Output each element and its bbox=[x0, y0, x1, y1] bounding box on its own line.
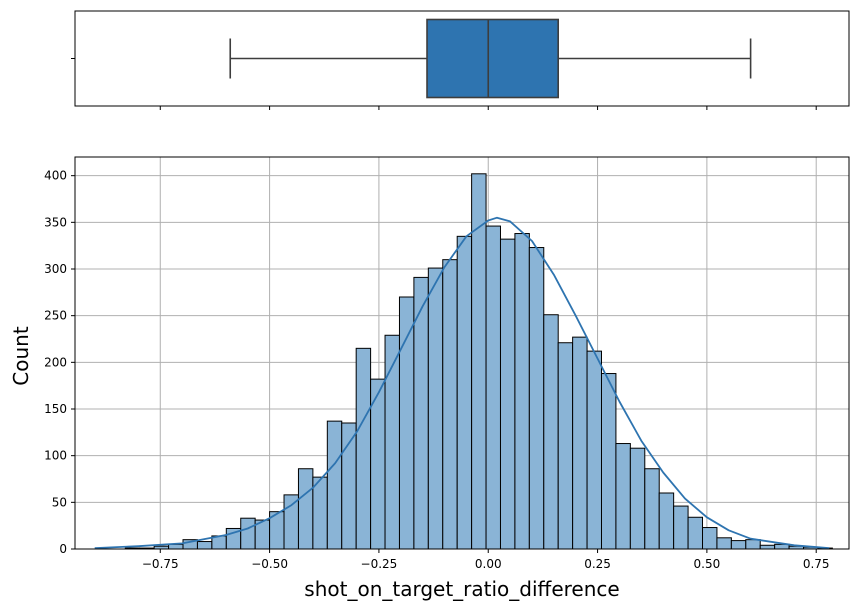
x-tick-label: 0.50 bbox=[694, 557, 721, 571]
histogram-frame bbox=[74, 156, 850, 550]
histogram-bar bbox=[283, 494, 299, 550]
histogram-bar bbox=[514, 233, 530, 550]
y-tick-label: 50 bbox=[52, 495, 67, 509]
y-tick-label: 0 bbox=[59, 542, 67, 556]
histogram-bar bbox=[528, 247, 545, 550]
histogram-bar bbox=[615, 443, 631, 550]
histogram-bar bbox=[629, 447, 646, 550]
histogram-bar bbox=[716, 537, 732, 550]
y-tick-label: 200 bbox=[44, 355, 67, 369]
x-tick-label: 0.00 bbox=[475, 557, 502, 571]
kde-line bbox=[94, 216, 830, 549]
histogram-panel: −0.75 −0.50 −0.25 0.00 0.25 0.50 0.75 0 50 100 150… bbox=[44, 156, 850, 571]
histogram-bar bbox=[240, 517, 256, 550]
histogram-bar bbox=[297, 468, 314, 550]
x-axis-title: shot_on_target_ratio_difference bbox=[304, 577, 619, 601]
x-tick-label: −0.75 bbox=[142, 557, 179, 571]
histogram-bar bbox=[355, 347, 372, 550]
y-tick-label: 150 bbox=[44, 402, 67, 416]
y-tick-label: 400 bbox=[44, 169, 67, 183]
y-tick-label: 350 bbox=[44, 215, 67, 229]
histogram-bar bbox=[456, 235, 473, 550]
histogram-bar bbox=[442, 259, 458, 550]
histogram-bar bbox=[398, 296, 415, 550]
histogram-bar bbox=[196, 541, 213, 550]
histogram-bar bbox=[730, 540, 747, 550]
histogram-bar bbox=[557, 342, 574, 550]
histogram-bar bbox=[600, 373, 617, 550]
y-axis-title: Count bbox=[9, 326, 33, 386]
boxplot-box bbox=[426, 18, 560, 99]
histogram-bar bbox=[658, 492, 675, 550]
histogram-bar bbox=[168, 543, 184, 550]
histogram-bar bbox=[644, 468, 660, 550]
histogram-bar bbox=[586, 350, 602, 550]
x-tick-label: −0.50 bbox=[251, 557, 288, 571]
x-tick-label: −0.25 bbox=[361, 557, 398, 571]
x-tick-label: 0.25 bbox=[584, 557, 611, 571]
histogram-bar bbox=[673, 505, 689, 550]
histogram-bar bbox=[312, 476, 328, 550]
x-tick-label: 0.75 bbox=[803, 557, 830, 571]
histogram-bar bbox=[687, 516, 704, 550]
histogram-bar bbox=[326, 420, 343, 550]
histogram-bar bbox=[485, 225, 501, 550]
histogram-bar bbox=[745, 539, 761, 550]
y-tick-label: 250 bbox=[44, 309, 67, 323]
histogram-bar bbox=[427, 267, 444, 550]
histogram-bar bbox=[702, 527, 718, 550]
y-tick-label: 300 bbox=[44, 262, 67, 276]
boxplot-panel bbox=[71, 10, 850, 110]
histogram-bar bbox=[572, 336, 588, 550]
histogram-bar bbox=[499, 238, 516, 550]
histogram-bar bbox=[543, 314, 559, 550]
histogram-bar bbox=[759, 544, 776, 550]
y-tick-label: 100 bbox=[44, 449, 67, 463]
